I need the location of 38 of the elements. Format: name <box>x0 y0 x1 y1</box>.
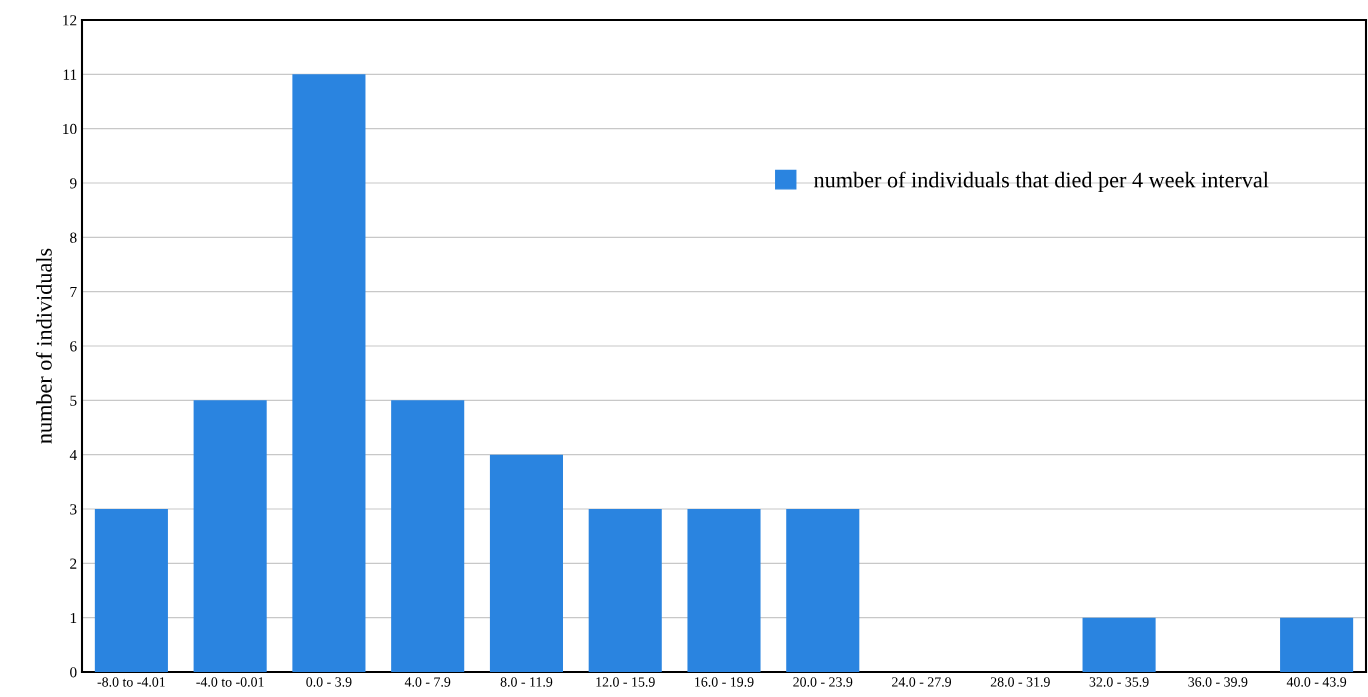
y-tick-label: 3 <box>70 504 77 515</box>
bar <box>588 509 662 672</box>
x-tick-label: 28.0 - 31.9 <box>990 677 1050 687</box>
bar <box>1082 617 1156 672</box>
x-tick-label: 36.0 - 39.9 <box>1188 677 1248 687</box>
x-tick-label: 32.0 - 35.9 <box>1089 677 1149 687</box>
y-tick-label: 11 <box>63 69 77 80</box>
x-tick-label: 24.0 - 27.9 <box>892 677 952 687</box>
y-tick-label: 5 <box>70 395 77 406</box>
x-tick-label: 20.0 - 23.9 <box>793 677 853 687</box>
y-tick-label: 6 <box>70 341 77 352</box>
y-tick-label: 4 <box>69 449 77 460</box>
x-tick-label: 8.0 - 11.9 <box>500 677 553 687</box>
bar <box>193 400 267 672</box>
y-tick-label: 0 <box>70 667 77 678</box>
legend-label: number of individuals that died per 4 week interval <box>814 171 1269 193</box>
bar <box>391 400 465 672</box>
bar <box>94 509 168 672</box>
y-tick-label: 9 <box>69 178 77 189</box>
bar <box>786 509 860 672</box>
bar <box>1280 617 1354 672</box>
y-tick-label: 7 <box>70 286 77 297</box>
y-tick-label: 10 <box>63 123 77 135</box>
y-tick-label: 12 <box>63 15 77 26</box>
bar <box>489 454 564 672</box>
x-tick-label: 0.0 - 3.9 <box>306 677 352 687</box>
x-tick-label: 16.0 - 19.9 <box>695 677 754 687</box>
bar <box>687 509 761 672</box>
x-tick-label: 12.0 - 15.9 <box>596 677 655 687</box>
x-tick-label: 40.0 - 43.9 <box>1286 677 1347 687</box>
x-tick-label: -8.0 to -4.01 <box>97 677 165 687</box>
y-tick-label: 2 <box>70 558 77 569</box>
bar <box>292 74 366 672</box>
y-tick-label: 8 <box>70 232 77 243</box>
x-tick-label: -4.0 to -0.01 <box>196 677 264 687</box>
x-tick-label: 4.0 - 7.9 <box>404 677 451 687</box>
y-tick-label: 1 <box>70 612 77 623</box>
y-axis-title: number of individuals <box>35 248 52 444</box>
